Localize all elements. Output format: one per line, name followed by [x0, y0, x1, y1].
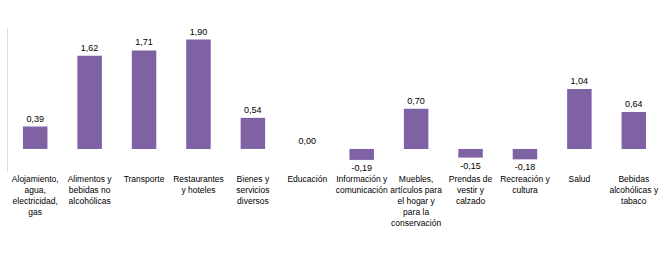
svg-text:0,39: 0,39 [26, 114, 44, 124]
svg-text:Recreación ycultura: Recreación ycultura [500, 174, 550, 195]
svg-text:Bienes yserviciosdiversos: Bienes yserviciosdiversos [236, 174, 270, 206]
svg-text:Educación: Educación [287, 174, 327, 184]
svg-text:1,62: 1,62 [81, 43, 99, 53]
svg-text:Restaurantesy hoteles: Restaurantesy hoteles [173, 174, 224, 195]
svg-text:1,04: 1,04 [571, 76, 589, 86]
svg-text:1,71: 1,71 [135, 37, 153, 47]
svg-text:0,70: 0,70 [407, 96, 425, 106]
svg-text:1,90: 1,90 [190, 27, 208, 37]
svg-text:Información ycomunicación: Información ycomunicación [336, 174, 388, 195]
svg-text:Bebidasalcohólicas ytabaco: Bebidasalcohólicas ytabaco [609, 174, 658, 206]
svg-text:0,54: 0,54 [244, 105, 262, 115]
svg-text:-0,15: -0,15 [460, 161, 481, 171]
svg-text:Muebles,artículos parael hogar: Muebles,artículos parael hogar ypara lac… [390, 174, 442, 228]
svg-text:Alimentos ybebidas noalcohólic: Alimentos ybebidas noalcohólicas [68, 174, 113, 206]
svg-text:Prendas devestir ycalzado: Prendas devestir ycalzado [449, 174, 493, 206]
svg-text:Salud: Salud [569, 174, 591, 184]
svg-text:-0,18: -0,18 [515, 162, 536, 172]
svg-text:0,64: 0,64 [625, 99, 643, 109]
svg-text:Transporte: Transporte [124, 174, 165, 184]
svg-text:-0,19: -0,19 [351, 163, 372, 173]
svg-text:0,00: 0,00 [299, 136, 317, 146]
svg-text:Alojamiento,agua,electricidad,: Alojamiento,agua,electricidad,gas [12, 174, 59, 217]
